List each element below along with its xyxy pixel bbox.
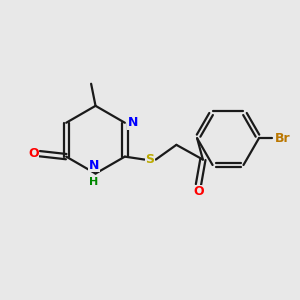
- Text: H: H: [89, 177, 99, 188]
- Text: S: S: [146, 153, 154, 166]
- Text: O: O: [193, 185, 204, 199]
- Text: Br: Br: [275, 132, 290, 145]
- Text: N: N: [89, 159, 99, 172]
- Text: N: N: [128, 116, 138, 129]
- Text: O: O: [28, 147, 38, 160]
